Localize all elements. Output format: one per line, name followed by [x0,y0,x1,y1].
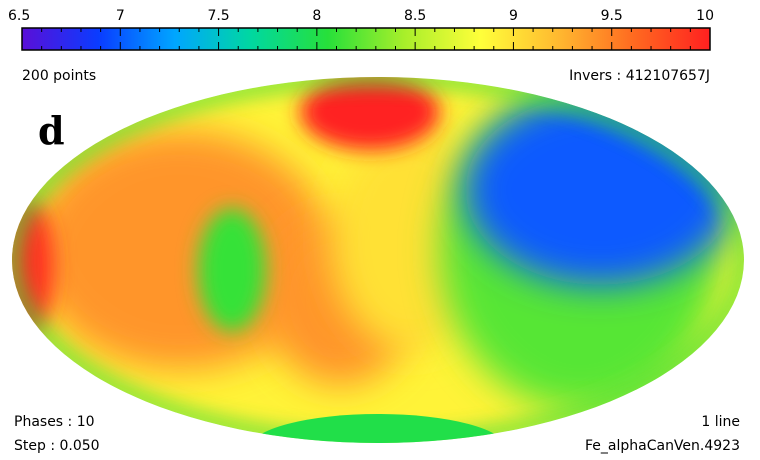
colorbar: 6.5 7 7.5 8 8.5 9 9.5 10 [8,8,714,51]
annotation-top-left: 200 points [22,68,96,84]
feature-red-spot-top-center [300,77,440,150]
annotation-bottom-right-1: 1 line [701,414,740,430]
colorbar-tick-label: 6.5 [8,8,30,24]
annotation-bottom-left-2: Step : 0.050 [14,438,100,454]
colorbar-tick-labels: 6.5 7 7.5 8 8.5 9 9.5 10 [8,8,714,24]
colorbar-tick-label: 8.5 [404,8,426,24]
colorbar-tick-label: 9.5 [601,8,623,24]
colorbar-ticks [21,28,711,50]
colorbar-tick-label: 9 [509,8,518,24]
feature-blue-region-right [465,95,735,285]
colorbar-tick-label: 10 [696,8,714,24]
annotation-bottom-right-2: Fe_alphaCanVen.4923 [585,438,740,454]
feature-green-spot-left [198,208,266,332]
colorbar-tick-label: 7 [116,8,125,24]
colorbar-tick-label: 7.5 [207,8,229,24]
panel-label: d [38,108,65,153]
surface-map [12,77,744,443]
colorbar-tick-label: 8 [312,8,321,24]
south-pole-cap [250,414,506,443]
annotation-top-right: Invers : 412107657J [569,68,710,84]
annotation-bottom-left-1: Phases : 10 [14,414,95,430]
colorbar-gradient [21,27,711,51]
